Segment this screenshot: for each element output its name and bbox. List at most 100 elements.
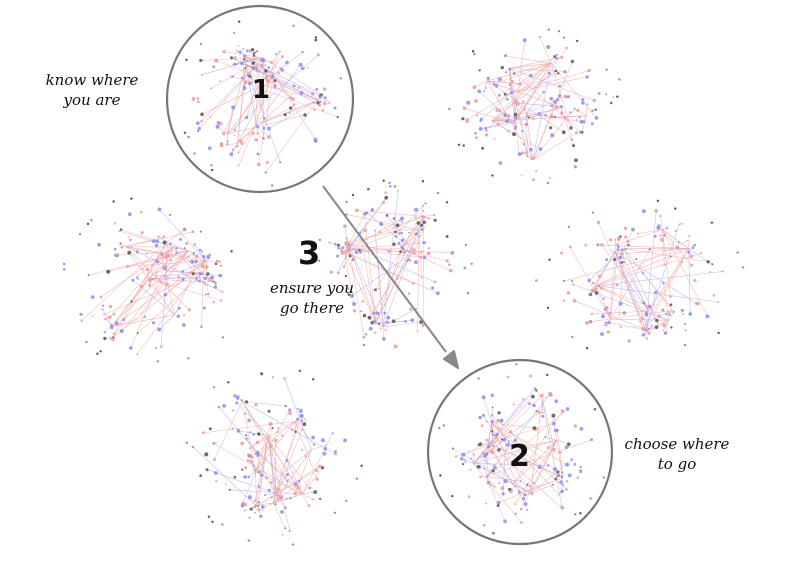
- network-node: [603, 324, 606, 327]
- network-node: [397, 189, 400, 192]
- network-node: [239, 139, 243, 143]
- network-node: [211, 520, 214, 523]
- network-node: [288, 408, 292, 412]
- network-edge: [255, 427, 273, 473]
- network-node: [227, 381, 230, 384]
- network-edge: [348, 244, 365, 338]
- network-node: [451, 251, 454, 254]
- network-node: [551, 483, 555, 486]
- network-node: [284, 527, 287, 529]
- network-node: [203, 276, 207, 281]
- network-node: [618, 301, 623, 306]
- network-node: [208, 427, 212, 431]
- network-node: [515, 102, 520, 106]
- network-node: [276, 430, 280, 434]
- network-node: [260, 505, 265, 509]
- network-edge: [119, 230, 173, 248]
- network-node: [345, 499, 348, 503]
- network-node: [555, 53, 558, 57]
- network-node: [511, 79, 514, 83]
- network-node: [531, 178, 535, 182]
- network-node: [237, 44, 240, 47]
- network-node: [126, 264, 130, 268]
- network-node: [557, 30, 561, 33]
- network-node: [623, 261, 625, 263]
- network-edge: [510, 73, 559, 94]
- network-node: [550, 104, 554, 107]
- network-node: [148, 283, 152, 287]
- network-node: [669, 303, 673, 307]
- network-node: [159, 345, 163, 348]
- network-node: [243, 475, 247, 479]
- network-edge: [125, 246, 190, 311]
- network-node: [433, 218, 437, 222]
- network-node: [546, 446, 550, 450]
- network-node: [569, 111, 572, 114]
- network-edge: [530, 484, 554, 494]
- network-node: [112, 312, 116, 316]
- network-cluster: [438, 363, 606, 535]
- network-node: [415, 232, 419, 235]
- network-node: [604, 306, 607, 309]
- network-node: [496, 504, 500, 507]
- network-node: [509, 91, 514, 95]
- network-edge: [251, 434, 269, 447]
- network-node: [363, 212, 367, 215]
- network-node: [547, 28, 550, 31]
- network-node: [654, 325, 659, 330]
- network-node: [302, 422, 307, 426]
- network-edge: [274, 440, 277, 494]
- network-node: [289, 497, 292, 500]
- network-node: [557, 473, 561, 478]
- network-node: [243, 58, 246, 61]
- network-node: [247, 495, 252, 500]
- network-edge: [263, 57, 326, 98]
- network-node: [461, 117, 465, 121]
- network-node: [260, 473, 264, 477]
- network-node: [449, 268, 453, 273]
- network-node: [552, 444, 555, 446]
- network-node: [280, 68, 284, 72]
- network-node: [495, 432, 499, 437]
- network-node: [251, 506, 254, 509]
- network-edge: [221, 143, 238, 146]
- network-node: [400, 238, 405, 243]
- network-node: [388, 250, 391, 253]
- network-node: [240, 141, 244, 145]
- network-node: [483, 524, 486, 527]
- network-node: [626, 240, 630, 243]
- network-node: [379, 222, 384, 226]
- network-edge: [223, 51, 264, 59]
- network-node: [676, 246, 680, 249]
- network-node: [388, 185, 392, 188]
- network-edge: [227, 114, 306, 135]
- network-node: [384, 195, 389, 200]
- network-node: [607, 321, 611, 325]
- network-edge: [360, 232, 377, 324]
- network-node: [500, 438, 503, 441]
- network-node: [420, 227, 424, 231]
- network-node: [736, 251, 739, 254]
- network-edge: [514, 102, 562, 108]
- network-edge: [286, 460, 303, 495]
- network-node: [185, 241, 189, 246]
- network-edge: [473, 463, 522, 523]
- network-node: [464, 461, 467, 464]
- network-node: [182, 227, 187, 232]
- network-node: [210, 275, 215, 280]
- network-node: [255, 69, 259, 73]
- network-node: [129, 238, 132, 242]
- network-node: [273, 79, 277, 83]
- network-node: [627, 339, 631, 343]
- network-edge: [234, 58, 257, 65]
- network-node: [457, 143, 461, 146]
- network-node: [192, 446, 195, 448]
- network-node: [562, 36, 566, 39]
- network-edge: [499, 62, 552, 96]
- network-node: [236, 429, 241, 433]
- network-node: [175, 247, 178, 250]
- network-node: [319, 100, 322, 104]
- network-node: [525, 151, 528, 155]
- network-node: [292, 24, 295, 27]
- network-node: [563, 94, 568, 99]
